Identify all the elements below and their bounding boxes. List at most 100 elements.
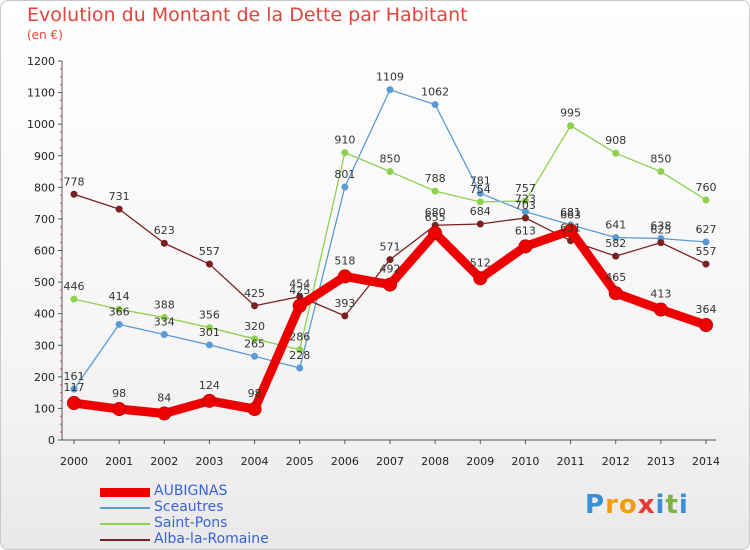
data-point xyxy=(112,402,127,417)
x-tick-label: 2010 xyxy=(511,455,539,468)
data-point xyxy=(251,335,259,343)
y-tick-label: 200 xyxy=(34,371,55,384)
y-tick-label: 100 xyxy=(34,402,55,415)
data-point xyxy=(386,256,394,264)
data-label: 995 xyxy=(560,107,581,120)
logo-letter: P xyxy=(585,490,606,520)
data-label: 320 xyxy=(244,320,265,333)
data-label: 425 xyxy=(289,284,310,297)
data-point xyxy=(428,226,443,241)
line-chart: 0 100 200 300 400 500 600 700 800 900 1000 1100 1200… xyxy=(27,55,720,468)
data-label: 286 xyxy=(289,331,310,344)
data-label: 414 xyxy=(109,290,130,303)
data-label: 850 xyxy=(650,153,671,166)
data-point xyxy=(702,260,710,268)
data-label: 1062 xyxy=(421,86,449,99)
data-point xyxy=(431,187,439,195)
legend: AUBIGNAS Sceautres Saint-Pons Alba-la-Romai… xyxy=(100,483,360,548)
y-tick-label: 1000 xyxy=(27,118,55,131)
data-label: 492 xyxy=(380,263,401,276)
data-point xyxy=(702,238,710,246)
data-label: 454 xyxy=(289,278,310,291)
y-tick-label: 300 xyxy=(34,339,55,352)
data-label: 655 xyxy=(425,211,446,224)
data-label: 1109 xyxy=(376,71,404,84)
data-point xyxy=(563,223,578,238)
logo-letter: i xyxy=(678,490,689,520)
x-tick-label: 2007 xyxy=(376,455,404,468)
data-point xyxy=(70,385,78,393)
data-point xyxy=(521,197,529,205)
logo-letter: t xyxy=(665,490,679,520)
logo-letter: i xyxy=(655,490,666,520)
data-label: 425 xyxy=(244,287,265,300)
x-tick-label: 2014 xyxy=(692,455,720,468)
data-point xyxy=(657,168,665,176)
data-label: 663 xyxy=(560,209,581,222)
data-point xyxy=(521,214,529,222)
data-point xyxy=(205,324,213,332)
data-label: 364 xyxy=(696,303,717,316)
data-point xyxy=(205,260,213,268)
data-label: 446 xyxy=(64,280,85,293)
data-point xyxy=(518,239,533,254)
series-aubignas xyxy=(67,223,713,421)
data-label: 613 xyxy=(515,224,536,237)
data-label: 557 xyxy=(199,245,220,258)
data-label: 301 xyxy=(199,326,220,339)
data-point xyxy=(296,293,304,301)
data-label: 731 xyxy=(109,190,130,203)
data-label: 680 xyxy=(425,206,446,219)
logo-letter: x xyxy=(637,490,656,520)
legend-label: AUBIGNAS xyxy=(154,483,228,499)
data-label: 684 xyxy=(470,205,491,218)
data-label: 641 xyxy=(605,219,626,232)
data-point xyxy=(612,149,620,157)
data-point xyxy=(431,101,439,109)
legend-swatch xyxy=(100,539,150,541)
y-tick-label: 600 xyxy=(34,245,55,258)
legend-label: Sceautres xyxy=(154,499,224,515)
data-label: 465 xyxy=(605,271,626,284)
data-label: 334 xyxy=(154,316,175,329)
data-point xyxy=(251,302,259,310)
data-point xyxy=(115,320,123,328)
data-label: 98 xyxy=(248,387,262,400)
series-saint-pons xyxy=(70,122,710,354)
data-point xyxy=(341,183,349,191)
data-point xyxy=(157,406,172,421)
x-tick-label: 2012 xyxy=(602,455,630,468)
y-tick-label: 1200 xyxy=(27,55,55,68)
x-tick-label: 2005 xyxy=(286,455,314,468)
data-point xyxy=(341,149,349,157)
data-point xyxy=(567,122,575,130)
axes: 0 100 200 300 400 500 600 700 800 900 1000 1100 1200… xyxy=(27,55,720,468)
x-tick-label: 2011 xyxy=(557,455,585,468)
x-tick-label: 2009 xyxy=(466,455,494,468)
data-label: 512 xyxy=(470,256,491,269)
logo-letter: r xyxy=(605,490,619,520)
data-point xyxy=(202,393,217,408)
data-label: 582 xyxy=(605,237,626,250)
legend-swatch xyxy=(100,507,150,509)
data-label: 757 xyxy=(515,182,536,195)
data-label: 788 xyxy=(425,172,446,185)
data-label: 161 xyxy=(64,370,85,383)
data-point xyxy=(247,402,262,417)
data-point xyxy=(473,271,488,286)
data-point xyxy=(521,208,529,216)
data-point xyxy=(386,168,394,176)
legend-item: Sceautres xyxy=(100,499,360,516)
data-label: 627 xyxy=(696,223,717,236)
data-point xyxy=(251,352,259,360)
data-label: 228 xyxy=(289,349,310,362)
data-label: 356 xyxy=(199,309,220,322)
data-label: 760 xyxy=(696,181,717,194)
y-tick-label: 400 xyxy=(34,308,55,321)
data-point xyxy=(205,341,213,349)
y-tick-label: 700 xyxy=(34,213,55,226)
proxiti-logo: Proxiti xyxy=(585,490,689,520)
data-label: 638 xyxy=(650,219,671,232)
data-label: 778 xyxy=(64,175,85,188)
